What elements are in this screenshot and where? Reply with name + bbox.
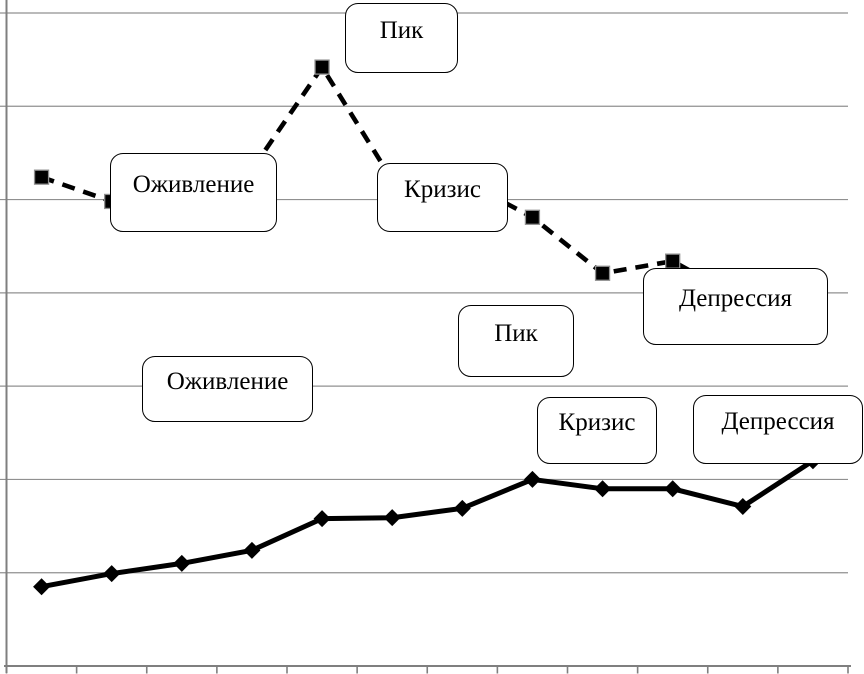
callout-label: Оживление	[166, 367, 289, 395]
square-marker	[314, 59, 330, 75]
callout-crisis-upper: Кризис	[377, 163, 508, 232]
axes	[4, 0, 851, 674]
callout-label: Пик	[494, 319, 538, 347]
diamond-marker	[103, 565, 121, 583]
diamond-marker	[453, 499, 471, 517]
callout-depression-lower: Депрессия	[693, 395, 863, 464]
callout-label: Кризис	[404, 176, 481, 203]
square-marker	[594, 265, 611, 281]
callout-depression-upper: Депрессия	[643, 268, 828, 345]
diamond-marker	[173, 554, 191, 572]
diamond-marker	[523, 470, 541, 488]
callout-recovery-upper: Оживление	[110, 153, 277, 232]
diamond-marker	[33, 578, 51, 596]
callout-label: Кризис	[558, 409, 636, 436]
callout-label: Пик	[379, 16, 424, 44]
callout-label: Депрессия	[678, 285, 793, 312]
diamond-marker	[734, 497, 752, 515]
series-lower-cycle-solid	[33, 452, 822, 596]
lower-cycle-solid-line	[41, 458, 815, 590]
diamond-marker	[594, 480, 612, 498]
diamond-marker	[313, 510, 331, 528]
callout-peak-upper: Пик	[345, 3, 458, 73]
callout-label: Оживление	[132, 171, 255, 198]
diamond-marker	[383, 509, 401, 527]
callout-peak-lower: Пик	[458, 305, 574, 377]
diamond-marker	[243, 541, 261, 559]
callout-crisis-lower: Кризис	[537, 397, 657, 464]
diamond-marker	[664, 480, 682, 498]
square-marker	[524, 209, 541, 225]
square-marker	[33, 169, 50, 185]
callout-recovery-lower: Оживление	[142, 356, 313, 422]
callout-label: Депрессия	[721, 408, 835, 435]
